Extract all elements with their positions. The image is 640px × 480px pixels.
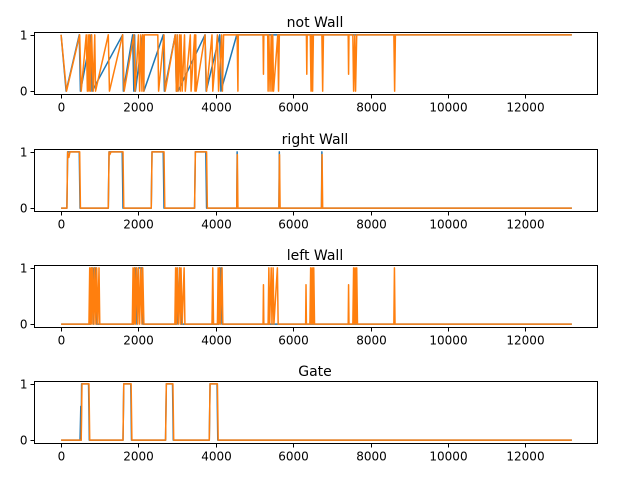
plot-frame-left-wall xyxy=(34,265,598,328)
y-tick-label-gate: 0 xyxy=(20,434,28,448)
x-tick-label-not-wall: 2000 xyxy=(123,101,154,115)
x-tick-label-right-wall: 8000 xyxy=(356,218,387,232)
plot-frame-gate xyxy=(34,381,598,444)
x-tick-label-gate: 4000 xyxy=(201,450,232,464)
x-tick-label-gate: 10000 xyxy=(429,450,467,464)
x-tick-label-gate: 8000 xyxy=(356,450,387,464)
x-tick-label-right-wall: 6000 xyxy=(278,218,309,232)
series-line-gate-orange xyxy=(61,383,572,441)
series-line-right-wall-blue xyxy=(61,151,572,209)
x-tick-label-not-wall: 12000 xyxy=(506,101,544,115)
subplot-title-not-wall: not Wall xyxy=(287,15,344,31)
x-tick-label-left-wall: 2000 xyxy=(123,334,154,348)
x-tick-label-gate: 6000 xyxy=(278,450,309,464)
subplot-right-wall: right Wall 0 2000 4000 6000 8000 10000 12000 0 1 xyxy=(20,132,598,232)
y-tick-label-gate: 1 xyxy=(20,378,28,392)
y-tick-label-not-wall: 1 xyxy=(20,29,28,43)
x-tick-label-gate: 2000 xyxy=(123,450,154,464)
x-tick-label-left-wall: 0 xyxy=(58,334,66,348)
series-line-not-wall-orange xyxy=(60,34,572,92)
x-tick-label-left-wall: 8000 xyxy=(356,334,387,348)
x-tick-label-not-wall: 4000 xyxy=(201,101,232,115)
x-tick-label-not-wall: 10000 xyxy=(429,101,467,115)
x-tick-label-left-wall: 10000 xyxy=(429,334,467,348)
plot-frame-right-wall xyxy=(34,149,598,212)
x-tick-label-right-wall: 4000 xyxy=(201,218,232,232)
plot-frame-not-wall xyxy=(34,32,598,95)
x-tick-label-left-wall: 12000 xyxy=(506,334,544,348)
x-tick-label-not-wall: 6000 xyxy=(278,101,309,115)
subplot-left-wall: left Wall 0 2000 4000 6000 8000 10000 12000 0 1 xyxy=(20,248,598,348)
x-tick-label-gate: 0 xyxy=(58,450,66,464)
x-tick-label-right-wall: 2000 xyxy=(123,218,154,232)
series-line-right-wall-orange xyxy=(61,151,572,209)
subplot-not-wall: not Wall 0 2000 4000 6000 8000 10000 12000 0 1 xyxy=(20,15,598,115)
x-tick-label-not-wall: 8000 xyxy=(356,101,387,115)
y-tick-label-left-wall: 1 xyxy=(20,262,28,276)
subplot-title-gate: Gate xyxy=(298,364,332,380)
x-tick-label-not-wall: 0 xyxy=(58,101,66,115)
x-tick-label-left-wall: 6000 xyxy=(278,334,309,348)
y-tick-label-right-wall: 0 xyxy=(20,202,28,216)
subplot-title-right-wall: right Wall xyxy=(282,132,349,148)
x-tick-label-left-wall: 4000 xyxy=(201,334,232,348)
y-tick-label-not-wall: 0 xyxy=(20,85,28,99)
x-tick-label-right-wall: 0 xyxy=(58,218,66,232)
subplot-title-left-wall: left Wall xyxy=(287,248,343,264)
x-tick-label-gate: 12000 xyxy=(506,450,544,464)
series-line-gate-blue xyxy=(61,383,572,441)
x-tick-label-right-wall: 10000 xyxy=(429,218,467,232)
y-tick-label-left-wall: 0 xyxy=(20,318,28,332)
series-line-left-wall-orange xyxy=(61,267,572,325)
y-tick-label-right-wall: 1 xyxy=(20,146,28,160)
subplot-gate: Gate 0 2000 4000 6000 8000 10000 12000 0 1 xyxy=(20,364,598,464)
x-tick-label-right-wall: 12000 xyxy=(506,218,544,232)
